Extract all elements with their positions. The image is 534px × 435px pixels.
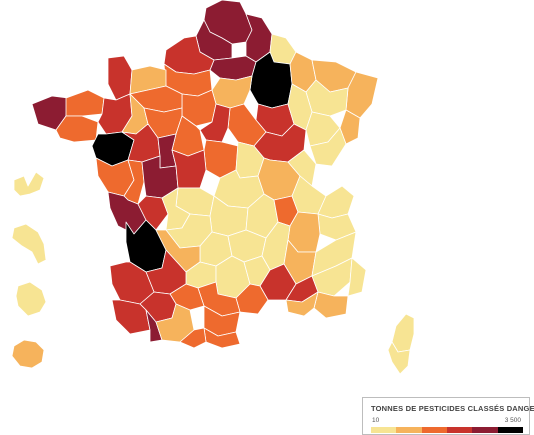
legend-swatch-6 — [497, 427, 523, 433]
legend: TONNES DE PESTICIDES CLASSÉS DANGEREUX 1… — [362, 397, 534, 435]
dept-haute-corse[interactable] — [391, 313, 415, 353]
dept-haute-garonne[interactable] — [155, 303, 195, 343]
legend-swatch-1 — [371, 427, 397, 433]
dept-corse-du-sud[interactable] — [387, 341, 411, 375]
dept-martinique[interactable] — [11, 223, 47, 265]
legend-title: TONNES DE PESTICIDES CLASSÉS DANGEREUX — [371, 404, 534, 413]
legend-swatch-3 — [421, 427, 447, 433]
legend-swatch-2 — [396, 427, 422, 433]
dept-guyane[interactable] — [15, 281, 47, 317]
dept-ariege[interactable] — [179, 327, 207, 349]
legend-max-label: 3 500 — [504, 417, 521, 424]
dept-ile-de-france[interactable] — [211, 75, 253, 109]
dept-haute-savoie[interactable] — [317, 185, 355, 219]
legend-swatch-5 — [472, 427, 498, 433]
dept-haut-rhin[interactable] — [339, 109, 361, 145]
dept-guadeloupe[interactable] — [13, 171, 45, 197]
dept-jura[interactable] — [287, 149, 317, 187]
dept-alpes-maritimes[interactable] — [347, 257, 367, 297]
legend-color-scale — [371, 427, 523, 433]
dept-cotes-armor[interactable] — [65, 89, 105, 117]
legend-swatch-4 — [446, 427, 473, 433]
dept-morbihan[interactable] — [55, 115, 99, 143]
dept-manche[interactable] — [107, 55, 133, 101]
dept-var[interactable] — [313, 291, 349, 319]
dept-hautes-pyrenees[interactable] — [145, 309, 163, 343]
dept-indre[interactable] — [171, 149, 207, 189]
legend-min-label: 10 — [372, 417, 380, 424]
dept-reunion[interactable] — [11, 339, 45, 369]
france-pesticide-map — [11, 0, 415, 375]
dept-bouches-du-rhone[interactable] — [285, 291, 319, 317]
dept-loiret[interactable] — [199, 103, 231, 143]
